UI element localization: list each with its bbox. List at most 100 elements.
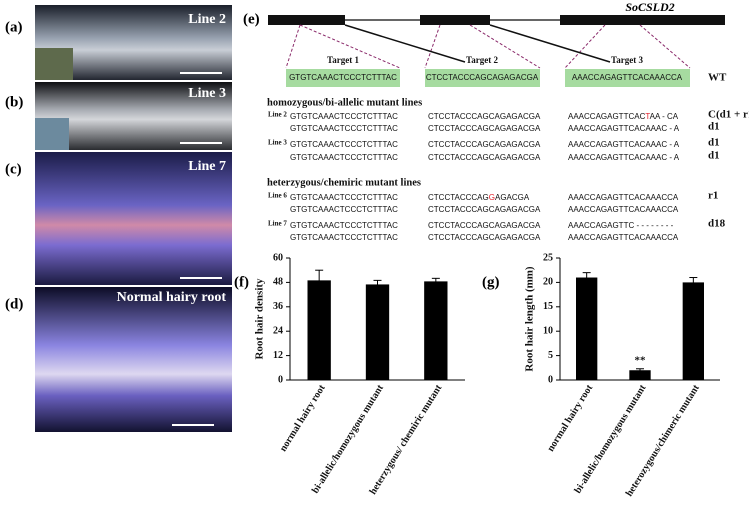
- sequence-part: CTCCTACCCAG: [428, 193, 489, 202]
- sequence-part: AGACGA: [495, 193, 530, 202]
- sequence-part: GTGTCAAACTCCCTCTTTAC: [290, 233, 398, 242]
- panel-label: (b): [5, 94, 23, 110]
- error-bar: [582, 272, 591, 283]
- sequence-part: AAACCAGAGTTCACAAAC - A: [568, 124, 680, 133]
- sequence: CTCCTACCCAGCAGAGACGA: [428, 124, 541, 133]
- sequence: AAACCAGAGTTC - - - - - - - -: [568, 221, 674, 230]
- sequence-part: AAACCAGAGTTCACAAAC - A: [568, 153, 680, 162]
- sequence-part: AAACCAGAGTTCAC: [568, 112, 646, 121]
- error-bar: [315, 269, 324, 292]
- sequence-part: GTGTCAAACTCCCTCTTTAC: [290, 112, 398, 121]
- sequence-part: AAACCAGAGTTC - - - - - - - -: [568, 221, 674, 230]
- target-label: Target 1: [327, 55, 359, 65]
- sequence: GTGTCAAACTCCCTCTTTAC: [290, 233, 398, 242]
- error-bar: [636, 368, 644, 373]
- sequence-part: GTGTCAAACTCCCTCTTTAC: [290, 205, 398, 214]
- target-label: Target 2: [466, 55, 498, 65]
- line-label: Line 3: [268, 139, 287, 147]
- photo-label: Line 3: [188, 86, 226, 101]
- y-tick-label: 0: [548, 374, 553, 385]
- panel-label: (g): [482, 274, 500, 290]
- line-label: Line 2: [268, 111, 287, 119]
- y-tick-label: 48: [273, 277, 283, 288]
- x-tick-label: normal hairy root: [278, 382, 328, 453]
- sequence: GTGTCAAACTCCCTCTTTAC: [290, 205, 398, 214]
- bar: [365, 284, 390, 380]
- sequence: CTCCTACCCAGCAGAGACGA: [428, 221, 541, 230]
- y-axis-title: Root hair density: [254, 278, 266, 360]
- sequence: CTCCTACCCAGGAGACGA: [428, 193, 530, 202]
- wt-sequence: GTGTCAAACTCCCTCTTTAC: [289, 73, 397, 82]
- sequence: GTGTCAAACTCCCTCTTTAC: [290, 124, 398, 133]
- y-tick-label: 12: [273, 350, 283, 361]
- sequence-part: CTCCTACCCAGCAGAGACGA: [428, 124, 541, 133]
- photo-label: Normal hairy root: [117, 290, 227, 305]
- scale-bars: [172, 72, 222, 426]
- bar: [424, 281, 448, 380]
- sequence: CTCCTACCCAGCAGAGACGA: [428, 140, 541, 149]
- gene-name: SoCSLD2: [625, 0, 674, 14]
- photo-label: Line 2: [188, 12, 226, 27]
- photos: [35, 5, 232, 432]
- sequence: GTGTCAAACTCCCTCTTTAC: [290, 221, 398, 230]
- y-tick-label: 10: [543, 325, 553, 336]
- line-label: Line 7: [268, 220, 287, 228]
- sequence-part: GTGTCAAACTCCCTCTTTAC: [290, 124, 398, 133]
- sequence-part: CTCCTACCCAGCAGAGACGA: [428, 140, 541, 149]
- y-tick-label: 60: [273, 252, 283, 263]
- y-tick-label: 5: [548, 350, 553, 361]
- wt-sequence: CTCCTACCCAGCAGAGACGA: [426, 73, 539, 82]
- photo: [35, 152, 232, 285]
- sequence-part: AAACCAGAGTTCACAAACCA: [568, 205, 679, 214]
- sequence: GTGTCAAACTCCCTCTTTAC: [290, 193, 398, 202]
- y-axis-title: Root hair length (mm): [524, 266, 536, 372]
- sequence-part: AA - CA: [650, 112, 679, 121]
- sequence: CTCCTACCCAGCAGAGACGA: [428, 233, 541, 242]
- bar: [629, 370, 651, 380]
- panel-label: (c): [5, 161, 22, 177]
- y-tick-label: 0: [278, 374, 283, 385]
- sequence-part: GTGTCAAACTCCCTCTTTAC: [290, 193, 398, 202]
- y-tick-label: 36: [273, 301, 283, 312]
- gene-diagram: SoCSLD2 Target 1 Target 2 Target 3 GTGTC…: [268, 0, 727, 87]
- photo: [35, 287, 232, 432]
- annotation: **: [635, 354, 647, 366]
- sequence: GTGTCAAACTCCCTCTTTAC: [290, 140, 398, 149]
- genotype: d1: [708, 150, 720, 162]
- panel-label: (d): [5, 296, 23, 312]
- bar: [307, 280, 331, 380]
- sequence-part: G: [489, 193, 495, 202]
- y-tick-label: 20: [543, 277, 553, 288]
- sequence: AAACCAGAGTTCACAAAC - A: [568, 140, 680, 149]
- sequence: GTGTCAAACTCCCTCTTTAC: [290, 112, 398, 121]
- sequence-part: CTCCTACCCAGCAGAGACGA: [428, 233, 541, 242]
- genotype: d18: [708, 218, 726, 230]
- error-bar: [373, 279, 382, 289]
- target-label: Target 3: [611, 55, 643, 65]
- x-tick-label: normal hairy root: [545, 382, 595, 453]
- inset-photo: [35, 118, 69, 150]
- group-title: heterzygous/chemiric mutant lines: [267, 177, 421, 188]
- genotype: r1: [708, 190, 718, 202]
- sequence: AAACCAGAGTTCACAAACCA: [568, 205, 679, 214]
- sequence: AAACCAGAGTTCACAAACCA: [568, 193, 679, 202]
- panel-label: (a): [5, 19, 23, 35]
- sequence-part: AAACCAGAGTTCACAAACCA: [568, 193, 679, 202]
- sequence-part: GTGTCAAACTCCCTCTTTAC: [290, 221, 398, 230]
- sequence-part: AAACCAGAGTTCACAAACCA: [568, 233, 679, 242]
- panel-label: (e): [243, 11, 260, 27]
- bar: [576, 277, 598, 380]
- y-tick-label: 15: [543, 301, 553, 312]
- panel-label: (f): [234, 274, 249, 290]
- sequence-part: CTCCTACCCAGCAGAGACGA: [428, 112, 541, 121]
- sequence: AAACCAGAGTTCACAAAC - A: [568, 153, 680, 162]
- sequence-part: T: [645, 112, 650, 121]
- inset-photo: [35, 48, 73, 80]
- genotype: d1: [708, 137, 720, 149]
- sequence: AAACCAGAGTTCACAAAC - A: [568, 124, 680, 133]
- error-bar: [689, 277, 698, 288]
- sequence: CTCCTACCCAGCAGAGACGA: [428, 205, 541, 214]
- sequence: AAACCAGAGTTCACTAA - CA: [568, 112, 679, 121]
